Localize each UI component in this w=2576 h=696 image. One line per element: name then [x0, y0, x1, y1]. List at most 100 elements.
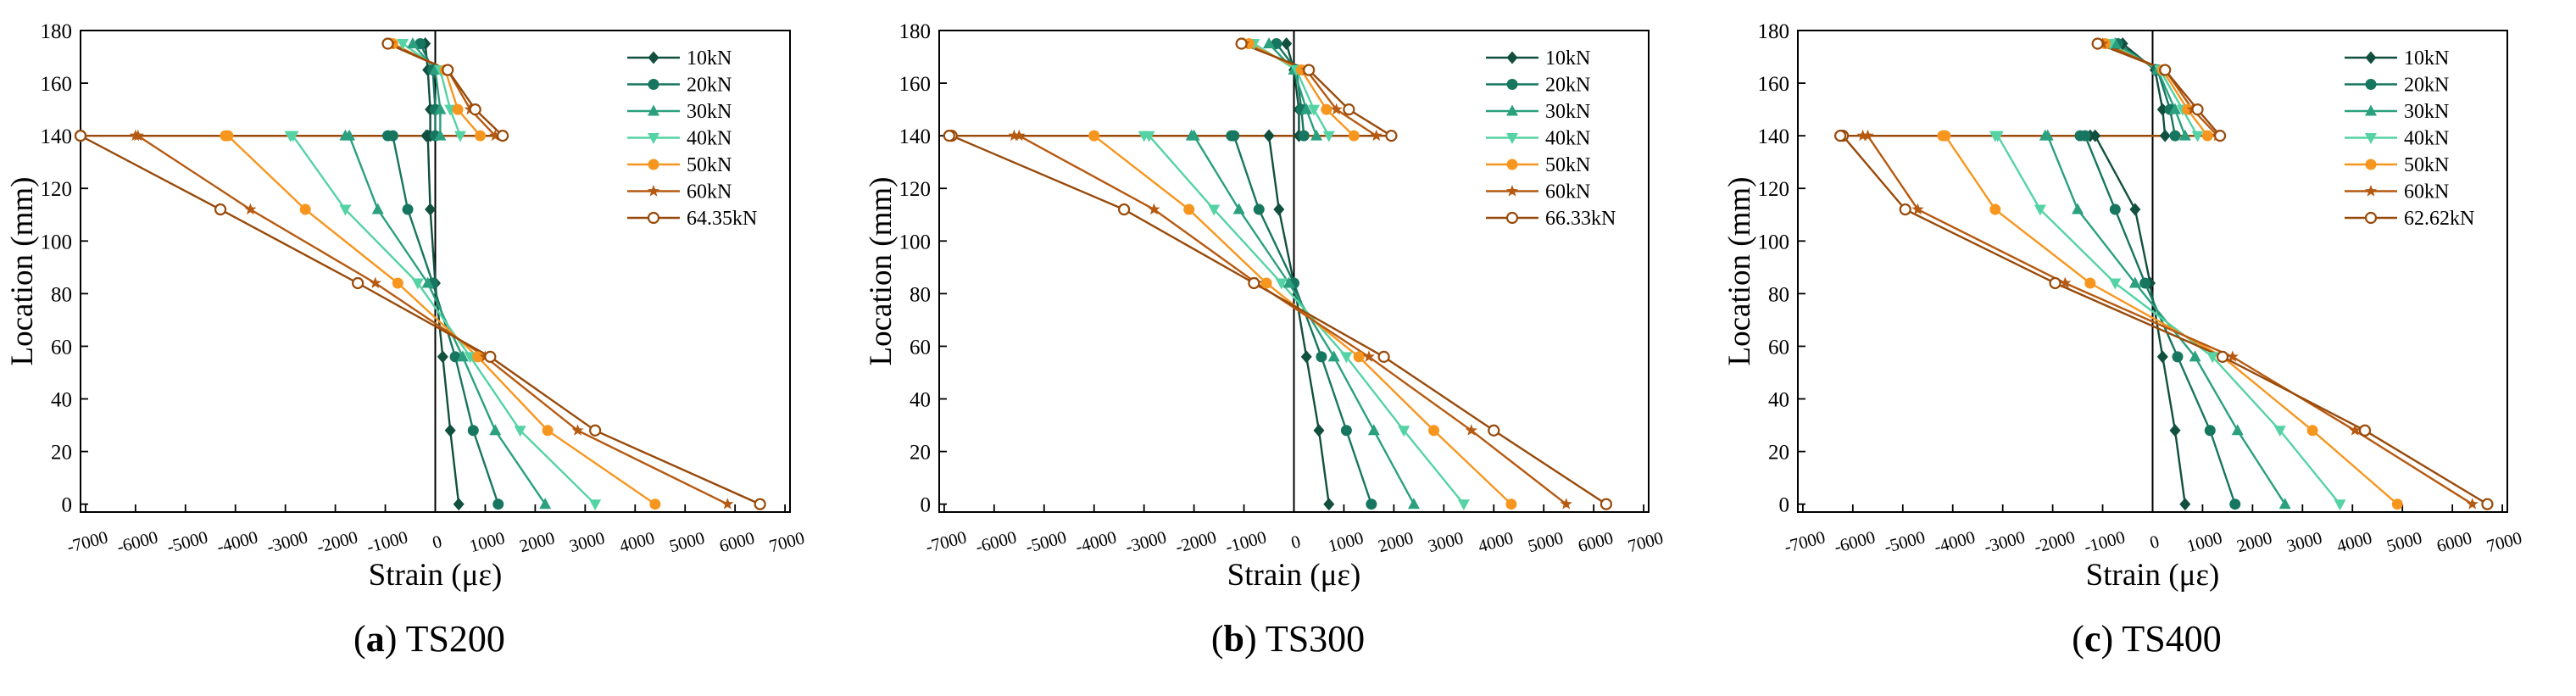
x-axis-label: Strain (με) [1227, 558, 1361, 593]
x-tick-label: 5000 [667, 527, 707, 556]
data-point [2189, 350, 2201, 362]
y-tick-label: 20 [910, 442, 931, 465]
data-point [1861, 129, 1874, 142]
legend-label: 50kN [1545, 154, 1590, 176]
data-point [1088, 130, 1100, 142]
data-point [2169, 130, 2181, 142]
y-tick-label: 140 [1758, 125, 1790, 148]
y-axis-label: Location (mm) [5, 177, 40, 366]
data-point [2034, 204, 2046, 216]
data-point [1308, 104, 1321, 116]
x-tick-label: 3000 [1426, 527, 1466, 556]
x-tick-label: -4000 [214, 526, 260, 557]
x-tick-label: -1000 [364, 526, 410, 557]
caption-c-letter: c [2084, 618, 2101, 660]
series-line [948, 42, 1607, 505]
x-tick-label: 7000 [1626, 527, 1666, 556]
y-tick-label: 80 [910, 283, 931, 306]
data-point [1899, 203, 1911, 216]
y-tick-label: 100 [41, 231, 73, 253]
data-point [244, 203, 257, 215]
legend-label: 50kN [2404, 154, 2449, 176]
data-point [2109, 203, 2121, 215]
series-66.33kN [948, 42, 1607, 505]
data-point [284, 131, 297, 142]
data-point [1138, 131, 1150, 142]
data-point [2084, 277, 2096, 289]
data-point [2159, 129, 2171, 142]
data-point [2091, 37, 2104, 50]
x-tick-label: -2000 [2032, 526, 2078, 557]
data-point [453, 498, 465, 511]
caption-c: (c) TS400 [1717, 617, 2576, 660]
data-point [1366, 498, 1377, 510]
y-tick-label: 0 [1779, 494, 1790, 517]
x-tick-label: -2000 [1173, 526, 1219, 557]
data-point [2191, 103, 2204, 116]
data-point [2306, 425, 2318, 437]
data-point [1303, 64, 1316, 76]
x-tick-label: 4000 [1476, 527, 1516, 556]
data-point [2466, 498, 2479, 509]
data-point [1340, 352, 1353, 364]
data-point [2231, 424, 2244, 436]
data-point [1281, 37, 1293, 51]
data-point [1385, 130, 1398, 142]
data-point [1505, 498, 1517, 510]
caption-a: (a) TS200 [0, 617, 859, 660]
x-tick-label: 7000 [2484, 527, 2524, 556]
data-point [442, 64, 454, 76]
legend-label: 20kN [1545, 75, 1590, 97]
y-tick-label: 160 [1758, 73, 1790, 96]
data-point [2226, 350, 2239, 362]
y-tick-label: 100 [899, 231, 932, 253]
x-tick-label: 6000 [2434, 527, 2474, 556]
x-tick-label: -3000 [264, 526, 310, 557]
legend-marker [2365, 79, 2377, 90]
caption-c-open: ( [2072, 618, 2084, 660]
data-point [472, 351, 484, 363]
x-tick-label: -6000 [973, 526, 1019, 557]
data-point [1321, 103, 1333, 115]
x-tick-label: 1000 [467, 527, 507, 556]
data-point [2156, 350, 2168, 364]
y-tick-label: 20 [1768, 442, 1789, 465]
data-point [1989, 131, 2001, 142]
y-tick-label: 160 [41, 73, 73, 96]
data-point [2391, 498, 2403, 510]
data-point [2159, 64, 2172, 76]
data-point [492, 498, 504, 510]
data-point [1465, 424, 1477, 436]
caption-b-letter: b [1223, 618, 1244, 660]
data-point [1226, 130, 1238, 142]
y-tick-label: 120 [1758, 178, 1790, 201]
data-point [1348, 130, 1360, 142]
x-tick-label: 3000 [567, 527, 607, 556]
x-tick-label: 3000 [2284, 527, 2324, 556]
legend-label: 40kN [687, 128, 732, 150]
x-tick-label: -5000 [1023, 526, 1069, 557]
y-axis-label: Location (mm) [864, 177, 899, 366]
data-point [129, 129, 142, 142]
series-line [1267, 43, 1330, 504]
x-tick-label: 1000 [2184, 527, 2224, 556]
data-point [1937, 130, 1949, 142]
data-point [467, 425, 479, 437]
markers-40kN [1138, 39, 1470, 511]
legend-marker [647, 211, 660, 225]
data-point [1185, 129, 1198, 141]
data-point [2049, 276, 2061, 290]
data-point [1340, 425, 1352, 437]
y-tick-label: 140 [41, 125, 73, 148]
x-tick-label: -7000 [1782, 526, 1828, 557]
data-point [2074, 130, 2086, 142]
x-tick-label: 4000 [617, 527, 657, 556]
data-point [539, 498, 552, 509]
data-point [496, 130, 509, 142]
caption-c-close: ) [2100, 618, 2114, 660]
x-tick-label: 0 [1289, 531, 1303, 553]
y-tick-label: 40 [1768, 389, 1789, 412]
data-point [1117, 203, 1131, 216]
data-point [421, 276, 434, 288]
